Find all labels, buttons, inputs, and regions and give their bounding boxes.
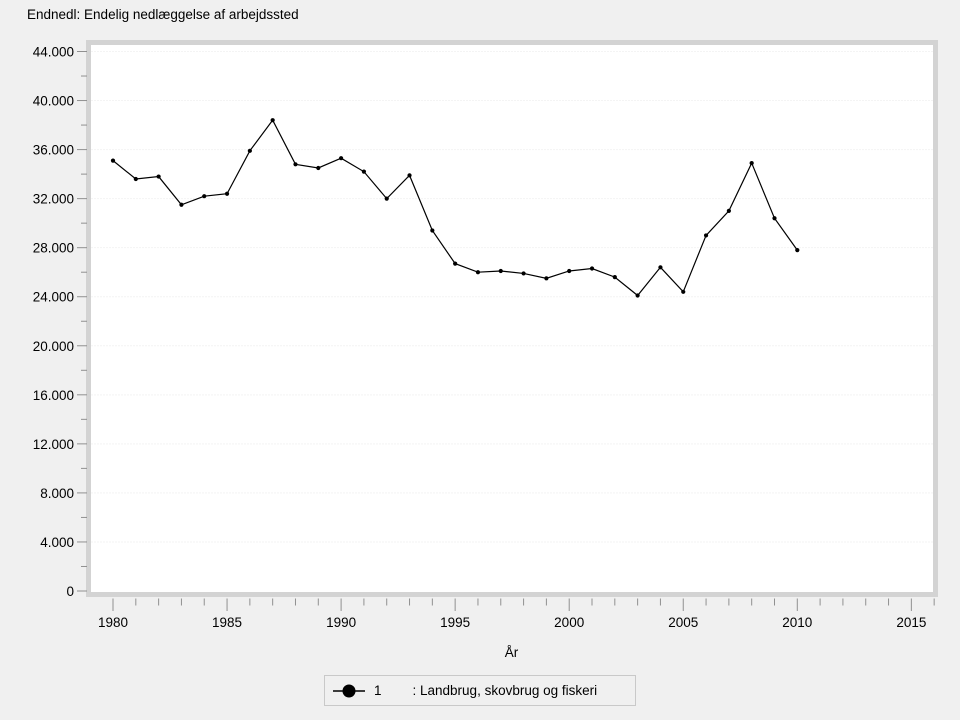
data-point-marker: [453, 261, 458, 266]
y-tick-label: 0: [66, 584, 74, 599]
data-point-marker: [293, 162, 298, 167]
data-point-marker: [703, 233, 709, 238]
data-point-marker: [498, 268, 503, 274]
y-tick-label: 4.000: [40, 535, 74, 550]
y-tick-label: 20.000: [33, 339, 74, 354]
data-point-marker: [361, 169, 367, 174]
data-point-marker: [133, 176, 138, 182]
x-tick-label: 2000: [554, 615, 584, 630]
x-tick-label: 2015: [896, 615, 926, 630]
data-point-marker: [544, 276, 549, 281]
y-tick-label: 40.000: [33, 94, 74, 109]
x-tick-label: 1995: [440, 615, 470, 630]
data-point-marker: [589, 266, 595, 271]
data-point-marker: [384, 196, 389, 201]
data-point-marker: [247, 148, 252, 153]
legend-series-marker-icon: [333, 684, 365, 697]
x-tick-label: 2010: [782, 615, 812, 630]
legend: 1 : Landbrug, skovbrug og fiskeri: [324, 675, 636, 706]
plot-area: [86, 40, 938, 597]
x-tick-label: 1985: [212, 615, 242, 630]
data-point-marker: [339, 156, 344, 161]
y-tick-label: 24.000: [33, 290, 74, 305]
x-axis-title: År: [504, 645, 519, 660]
data-point-marker: [681, 289, 686, 294]
y-tick-label: 12.000: [33, 437, 74, 452]
y-tick-label: 36.000: [33, 143, 74, 158]
data-point-marker: [202, 194, 207, 199]
legend-series-number: 1: [374, 683, 382, 698]
data-point-marker: [635, 293, 640, 298]
data-point-marker: [475, 270, 481, 275]
data-point-marker: [658, 265, 663, 270]
y-tick-label: 28.000: [33, 241, 74, 256]
data-point-marker: [156, 174, 161, 179]
line-chart-canvas: 0 4.000 8.000 12.000 16.000 20.000 24.000 28.00…: [33, 40, 938, 630]
legend-series-label: : Landbrug, skovbrug og fiskeri: [412, 683, 598, 698]
data-point-marker: [612, 275, 617, 280]
data-point-marker: [749, 160, 754, 166]
data-point-marker: [567, 268, 572, 274]
y-tick-label: 8.000: [40, 486, 74, 501]
x-tick-label: 2005: [668, 615, 698, 630]
y-tick-label: 16.000: [33, 388, 74, 403]
legend-circle-marker: [342, 684, 356, 697]
data-point-marker: [316, 165, 321, 171]
data-point-marker: [224, 191, 230, 196]
y-tick-label: 32.000: [33, 192, 74, 207]
data-point-marker: [270, 118, 275, 123]
data-point-marker: [726, 208, 731, 213]
x-tick-label: 1990: [326, 615, 356, 630]
x-tick-label: 1980: [98, 615, 128, 630]
data-point-marker: [521, 271, 526, 276]
data-point-marker: [110, 158, 116, 163]
data-point-marker: [772, 216, 777, 221]
data-point-marker: [430, 228, 435, 233]
chart-title: Endnedl: Endelig nedlæggelse af arbejdss…: [27, 7, 299, 22]
data-point-marker: [179, 202, 184, 207]
data-point-marker: [407, 173, 412, 178]
data-point-marker: [795, 248, 800, 253]
y-tick-label: 44.000: [33, 45, 74, 60]
